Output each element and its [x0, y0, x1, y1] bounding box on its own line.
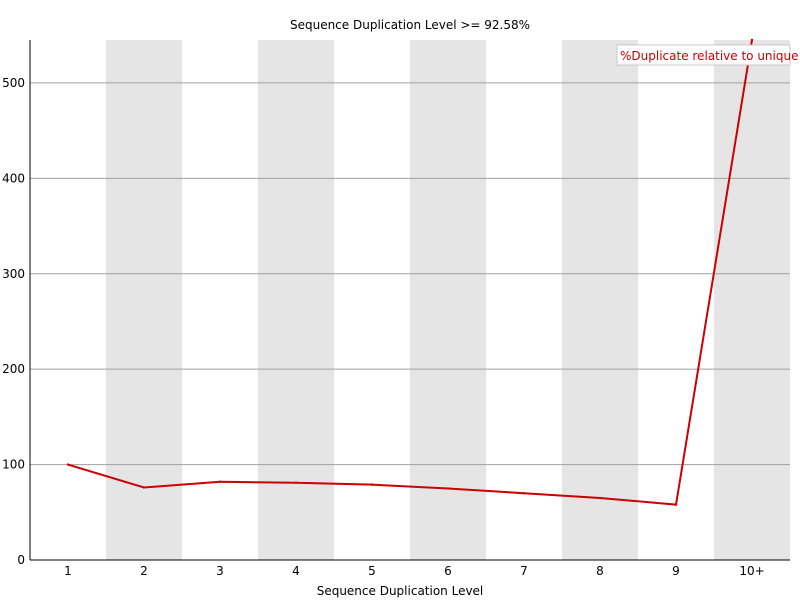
band: [106, 40, 182, 560]
x-tick-label: 4: [292, 564, 300, 578]
data-point: [370, 483, 374, 486]
x-tick-label: 9: [672, 564, 680, 578]
y-tick-label: 100: [2, 458, 25, 472]
x-tick-labels: 1 2 3 4 5 6 7 8 9 10+: [64, 564, 764, 578]
y-tick-labels: 0 100 200 300 400 500: [2, 76, 25, 567]
x-tick-label: 3: [216, 564, 224, 578]
series-line: [67, 39, 753, 506]
data-point: [674, 503, 678, 506]
data-point: [142, 486, 146, 489]
alternating-bands: [106, 40, 790, 560]
data-point: [522, 492, 526, 495]
legend-box: [616, 44, 791, 66]
x-axis-label: Sequence Duplication Level: [317, 584, 484, 598]
y-tick-label: 400: [2, 171, 25, 185]
x-tick-label: 7: [520, 564, 528, 578]
x-tick-label: 2: [140, 564, 148, 578]
band: [562, 40, 638, 560]
y-tick-label: 300: [2, 267, 25, 281]
y-tick-label: 500: [2, 76, 25, 90]
band: [410, 40, 486, 560]
gridlines: [30, 82, 790, 466]
data-point: [750, 38, 754, 42]
legend: %Duplicate relative to unique: [616, 44, 798, 66]
x-tick-label: 5: [368, 564, 376, 578]
data-point: [598, 496, 602, 500]
data-point: [446, 487, 450, 490]
series-lines: [66, 38, 754, 506]
x-tick-label: 1: [64, 564, 72, 578]
y-tick-label: 200: [2, 362, 25, 376]
data-point: [218, 480, 222, 483]
y-tick-label: 0: [17, 553, 25, 567]
x-tick-label: 8: [596, 564, 604, 578]
x-tick-label: 10+: [739, 564, 764, 578]
data-point: [294, 481, 298, 484]
x-tick-label: 6: [444, 564, 452, 578]
legend-entry: %Duplicate relative to unique: [620, 49, 798, 63]
band: [714, 40, 790, 560]
chart-title: Sequence Duplication Level >= 92.58%: [290, 18, 530, 32]
data-point: [66, 463, 70, 466]
band: [258, 40, 334, 560]
axes: [29, 40, 790, 561]
